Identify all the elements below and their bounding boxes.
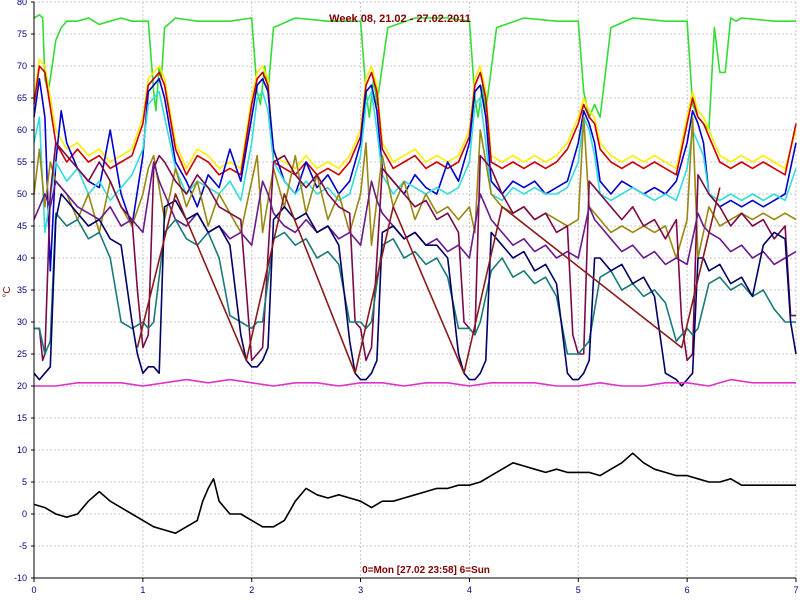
- x-tick-label: 4: [467, 585, 472, 595]
- grid: [34, 1, 797, 579]
- footer-note: 0=Mon [27.02 23:58] 6=Sun: [362, 565, 490, 576]
- series-line-3: [33, 65, 797, 176]
- series-line-9: [34, 212, 796, 355]
- y-tick-label: 0: [22, 509, 27, 519]
- x-tick-label: 0: [31, 585, 36, 595]
- y-tick-label: 20: [17, 381, 27, 391]
- series-line-2: [33, 58, 797, 170]
- y-tick-label: 5: [22, 477, 27, 487]
- y-tick-labels: -10 -5 0 5 10 15 20 25 30 35 40 45 50 55 60 65 70 75 80: [14, 0, 34, 583]
- y-tick-label: -5: [19, 541, 27, 551]
- series-line-7: [34, 142, 796, 362]
- y-tick-label: 75: [17, 29, 27, 39]
- chart-title: Week 08, 21.02 - 27.02.2011: [329, 13, 471, 25]
- y-tick-label: 45: [17, 221, 27, 231]
- series-line-12: [34, 378, 796, 387]
- y-tick-label: 30: [17, 317, 27, 327]
- y-tick-label: 80: [17, 0, 27, 7]
- series-line-6: [33, 116, 797, 259]
- series-line-11: [136, 187, 721, 375]
- x-tick-label: 1: [140, 585, 145, 595]
- y-tick-label: 55: [17, 157, 27, 167]
- series-line-1: [33, 14, 796, 131]
- y-tick-label: 35: [17, 285, 27, 295]
- y-axis-label: °C: [2, 286, 13, 297]
- y-tick-label: 65: [17, 93, 27, 103]
- x-tick-label: 7: [793, 585, 798, 595]
- x-tick-label: 2: [249, 585, 254, 595]
- x-tick-labels: 0 1 2 3 4 5 6 7: [31, 578, 799, 595]
- series-layer: [33, 14, 797, 535]
- series-line-10: [33, 193, 797, 387]
- x-tick-label: 5: [576, 585, 581, 595]
- y-tick-label: 10: [17, 445, 27, 455]
- y-tick-label: 60: [17, 125, 27, 135]
- x-tick-label: 3: [358, 585, 363, 595]
- y-tick-label: 15: [17, 413, 27, 423]
- y-tick-label: 25: [17, 349, 27, 359]
- x-tick-label: 6: [685, 585, 690, 595]
- y-tick-label: 40: [17, 253, 27, 263]
- y-tick-label: 70: [17, 61, 27, 71]
- y-tick-label: -10: [14, 573, 27, 583]
- series-line-13: [33, 452, 796, 535]
- series-line-5: [33, 90, 797, 234]
- y-tick-label: 50: [17, 189, 27, 199]
